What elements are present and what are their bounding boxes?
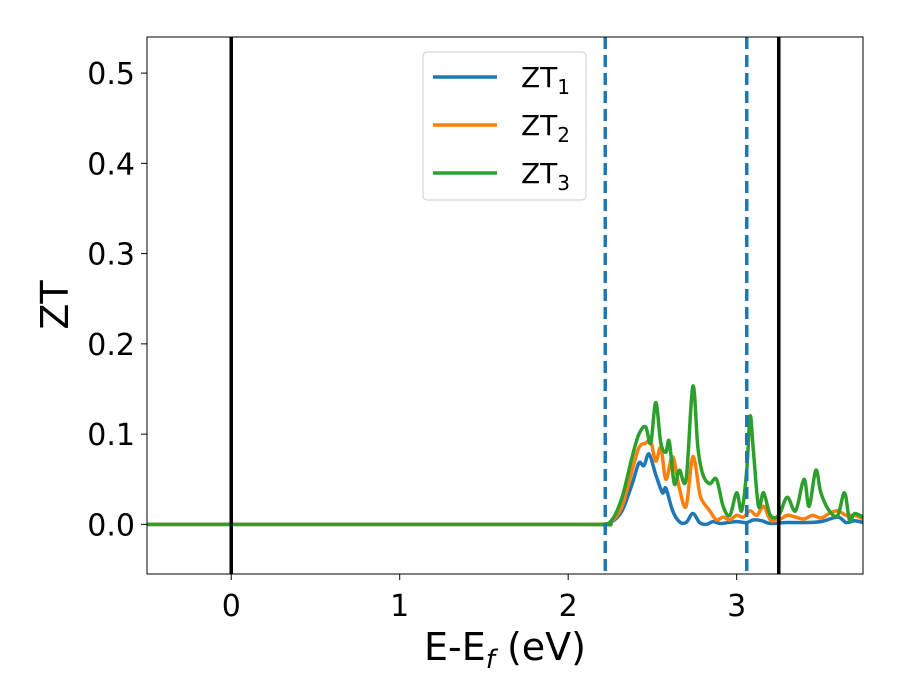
legend: ZT1 ZT2 ZT3 — [422, 51, 587, 201]
series-line-zt3 — [147, 384, 863, 527]
y-tick-label: 0.5 — [87, 57, 135, 92]
x-tick-label: 2 — [559, 589, 578, 624]
series-line-zt1 — [147, 452, 863, 527]
legend-label-zt3: ZT3 — [521, 157, 570, 195]
y-tick-label: 0.4 — [87, 147, 135, 182]
legend-box — [422, 51, 587, 201]
y-axis-title: ZT — [33, 280, 77, 330]
x-axis: 0 1 2 3 — [222, 574, 746, 624]
x-tick-label: 3 — [727, 589, 746, 624]
y-tick-label: 0.0 — [87, 508, 135, 543]
y-tick-label: 0.3 — [87, 238, 135, 273]
x-tick-label: 0 — [222, 589, 241, 624]
x-axis-title: E-Ef (eV) — [424, 625, 586, 675]
legend-label-zt1: ZT1 — [521, 61, 570, 99]
plot-frame — [146, 36, 864, 575]
y-axis: 0.0 0.1 0.2 0.3 0.4 0.5 — [87, 57, 147, 543]
y-tick-label: 0.1 — [87, 418, 135, 453]
legend-label-zt2: ZT2 — [521, 109, 570, 147]
plot-area — [147, 37, 863, 574]
x-tick-label: 1 — [390, 589, 409, 624]
series-line-zt2 — [147, 438, 863, 527]
y-tick-label: 0.2 — [87, 328, 135, 363]
